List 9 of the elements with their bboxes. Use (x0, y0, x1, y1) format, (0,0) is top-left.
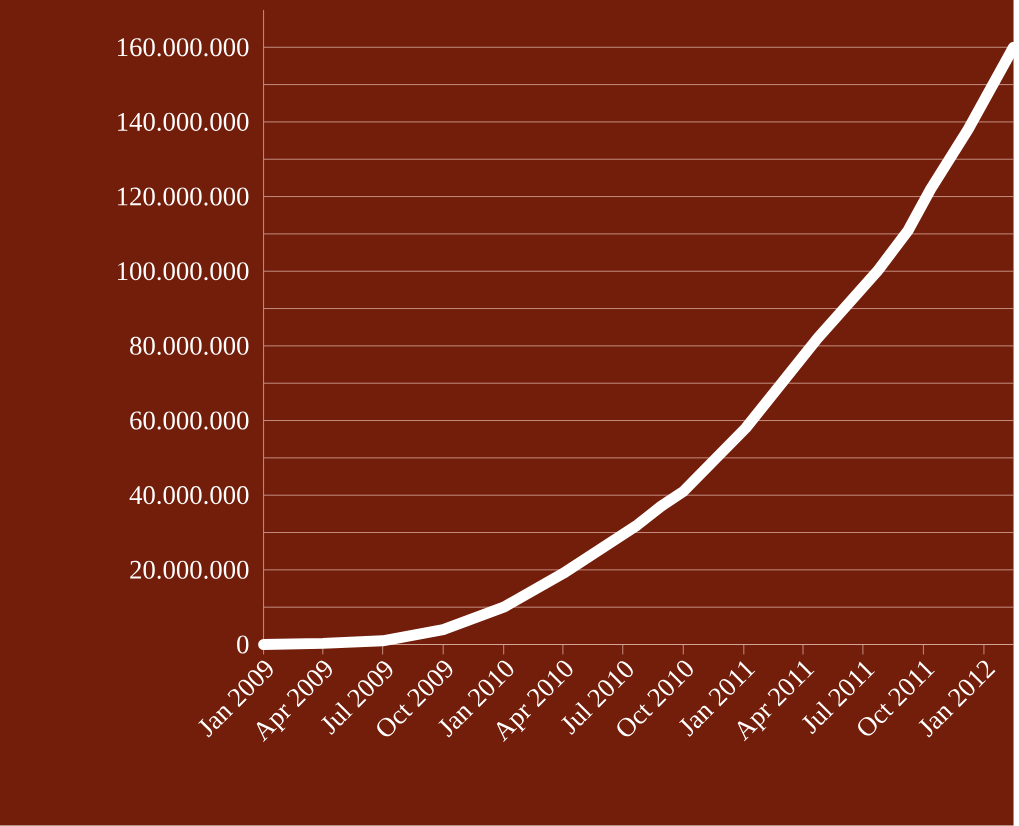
y-tick-label: 20.000.000 (130, 561, 249, 580)
y-tick-label: 40.000.000 (129, 486, 249, 505)
y-tick-label: 120.000.000 (118, 187, 249, 206)
y-tick-label: 60.000.000 (130, 411, 249, 430)
y-tick-label: 100.000.000 (118, 262, 249, 281)
y-tick-label: 0 (237, 635, 249, 654)
y-tick-label: 80.000.000 (130, 337, 249, 356)
y-tick-label: 140.000.000 (118, 113, 249, 132)
y-tick-label: 160.000.000 (118, 38, 249, 57)
